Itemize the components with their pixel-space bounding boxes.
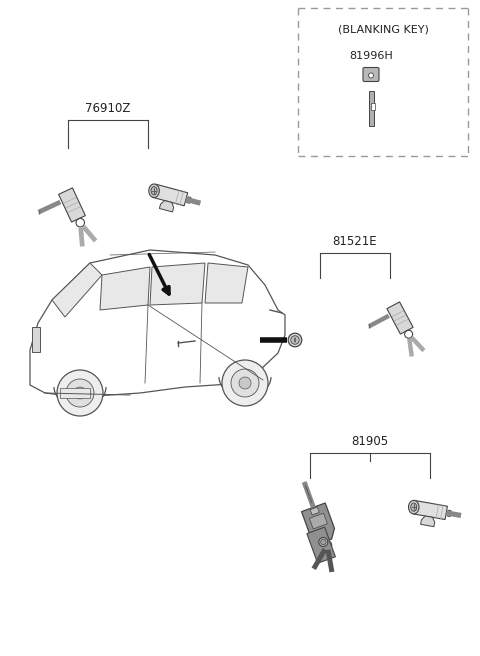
Polygon shape <box>52 263 102 317</box>
Ellipse shape <box>411 503 417 511</box>
Polygon shape <box>59 188 85 222</box>
Polygon shape <box>310 507 319 515</box>
Polygon shape <box>387 302 413 334</box>
Ellipse shape <box>408 501 419 514</box>
Circle shape <box>222 360 268 406</box>
Circle shape <box>291 336 299 344</box>
Polygon shape <box>205 263 248 303</box>
Polygon shape <box>159 201 174 212</box>
Text: 81521E: 81521E <box>333 235 377 248</box>
Bar <box>369 91 373 126</box>
Ellipse shape <box>294 338 296 342</box>
Polygon shape <box>301 503 335 543</box>
Polygon shape <box>309 513 327 529</box>
Text: (BLANKING KEY): (BLANKING KEY) <box>337 25 429 35</box>
Text: 76910Z: 76910Z <box>85 102 131 115</box>
Text: 81996H: 81996H <box>349 51 393 61</box>
Polygon shape <box>307 527 336 564</box>
Circle shape <box>319 537 328 546</box>
Polygon shape <box>100 267 150 310</box>
Polygon shape <box>150 263 205 305</box>
Polygon shape <box>420 516 435 527</box>
Polygon shape <box>30 250 285 397</box>
Circle shape <box>239 377 251 389</box>
Polygon shape <box>152 184 188 206</box>
Circle shape <box>57 370 103 416</box>
Circle shape <box>231 369 259 397</box>
Circle shape <box>74 387 86 399</box>
Ellipse shape <box>151 186 157 195</box>
Bar <box>60 388 90 398</box>
Polygon shape <box>413 501 447 520</box>
Circle shape <box>369 73 373 78</box>
Circle shape <box>288 333 302 347</box>
Circle shape <box>66 379 94 407</box>
Polygon shape <box>187 197 191 203</box>
FancyBboxPatch shape <box>363 68 379 81</box>
Bar <box>371 103 374 110</box>
Text: 81905: 81905 <box>351 435 389 448</box>
Bar <box>32 327 40 352</box>
Circle shape <box>321 539 326 544</box>
Ellipse shape <box>149 184 159 197</box>
Polygon shape <box>447 510 451 517</box>
